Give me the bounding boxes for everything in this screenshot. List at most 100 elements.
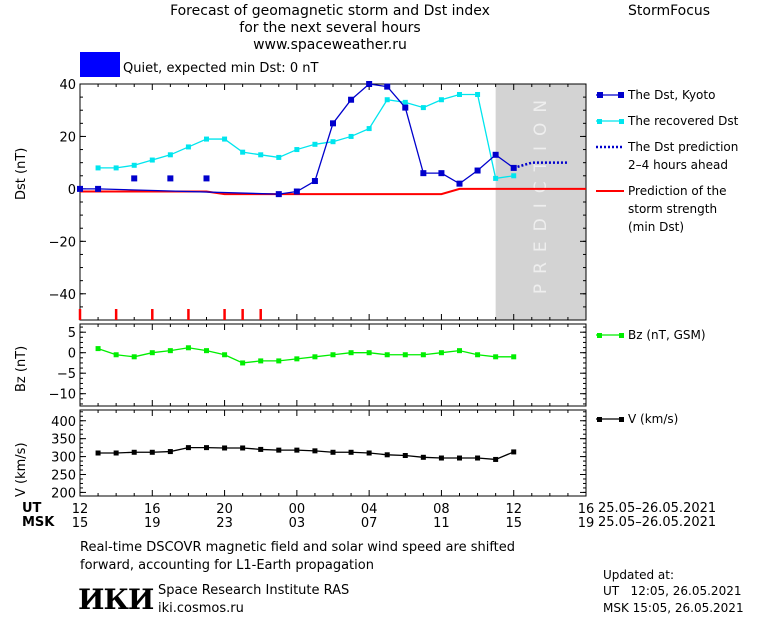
recovered-dst-point bbox=[330, 139, 336, 145]
v-point bbox=[348, 449, 354, 455]
ut-date: 25.05–26.05.2021 bbox=[598, 501, 717, 516]
recovered-dst-point bbox=[258, 152, 264, 158]
bz-point bbox=[366, 350, 372, 356]
legend-recovered-dst: The recovered Dst bbox=[628, 114, 739, 128]
bz-axis-label: Bz (nT) bbox=[14, 345, 29, 392]
legend-storm-strength-2: storm strength bbox=[628, 202, 718, 216]
v-ytick-label: 400 bbox=[51, 415, 76, 430]
bz-point bbox=[438, 350, 444, 356]
recovered-dst-point bbox=[312, 141, 318, 147]
v-point bbox=[384, 452, 390, 458]
ut-tick-label: 12 bbox=[505, 502, 522, 517]
legend-storm-strength-3: (min Dst) bbox=[628, 220, 685, 234]
website-link[interactable]: www.spaceweather.ru bbox=[253, 37, 407, 53]
msk-tick-label: 19 bbox=[578, 516, 595, 531]
msk-tick-label: 19 bbox=[144, 516, 161, 531]
recovered-dst-point bbox=[276, 154, 282, 160]
dst-kyoto-point bbox=[456, 180, 463, 187]
legend-recovered-marker bbox=[597, 119, 602, 124]
institute-site-link[interactable]: iki.cosmos.ru bbox=[158, 601, 244, 616]
bz-ytick-label: 5 bbox=[68, 326, 76, 341]
v-point bbox=[294, 447, 300, 453]
recovered-dst-point bbox=[240, 149, 246, 155]
bz-point bbox=[240, 360, 246, 366]
dst-kyoto-point bbox=[311, 178, 318, 185]
recovered-dst-point bbox=[457, 91, 462, 97]
v-line bbox=[98, 446, 514, 461]
legend-v-marker bbox=[597, 417, 602, 422]
v-point bbox=[222, 445, 228, 451]
bz-point bbox=[511, 354, 517, 360]
v-point bbox=[438, 455, 444, 461]
v-point bbox=[167, 449, 173, 455]
bz-point bbox=[493, 354, 499, 360]
ut-tick-label: 12 bbox=[72, 502, 89, 517]
recovered-dst-point bbox=[493, 175, 499, 181]
prediction-label: PREDICTION bbox=[531, 90, 551, 294]
bz-point bbox=[131, 354, 137, 360]
v-axis-label: V (km/s) bbox=[14, 442, 29, 497]
bz-point bbox=[294, 356, 300, 362]
footer-note-line1: Real-time DSCOVR magnetic field and sola… bbox=[80, 540, 516, 555]
bz-point bbox=[330, 352, 336, 358]
legend-bz-marker bbox=[597, 333, 602, 338]
recovered-dst-point bbox=[95, 165, 101, 171]
legend-dst-kyoto-marker bbox=[618, 92, 624, 98]
legend-bz-marker bbox=[619, 333, 624, 338]
recovered-dst-point bbox=[402, 99, 408, 105]
bz-point bbox=[113, 352, 119, 358]
updated-label: Updated at: bbox=[603, 568, 674, 582]
bz-point bbox=[149, 350, 155, 356]
bz-point bbox=[276, 358, 282, 364]
institute-name: Space Research Institute RAS bbox=[158, 583, 350, 598]
dst-ytick-label: 40 bbox=[59, 78, 76, 93]
legend-swatches bbox=[596, 92, 624, 422]
dst-kyoto-point bbox=[420, 170, 427, 177]
bz-point bbox=[475, 352, 481, 358]
v-point bbox=[366, 450, 372, 456]
recovered-dst-point bbox=[294, 147, 300, 153]
dst-kyoto-point bbox=[438, 170, 445, 177]
bz-point bbox=[95, 346, 101, 352]
dst-kyoto-point bbox=[275, 191, 282, 198]
dst-kyoto-point bbox=[384, 83, 391, 90]
recovered-dst-point bbox=[204, 136, 209, 142]
legend-dst-prediction-2: 2–4 hours ahead bbox=[628, 158, 728, 172]
legend-recovered-marker bbox=[619, 119, 624, 124]
dst-kyoto-point bbox=[330, 120, 336, 127]
recovered-dst-point bbox=[167, 152, 173, 158]
dst-kyoto-point bbox=[402, 104, 409, 111]
recovered-dst-point bbox=[384, 97, 390, 103]
bz-point bbox=[420, 352, 426, 358]
quiet-status-label: Quiet, expected min Dst: 0 nT bbox=[123, 61, 319, 76]
msk-tick-label: 07 bbox=[361, 516, 378, 531]
recovered-dst-point bbox=[185, 144, 191, 150]
recovered-dst-point bbox=[131, 162, 137, 168]
v-ytick-label: 300 bbox=[51, 451, 76, 466]
recovered-dst-point bbox=[348, 133, 354, 139]
v-point bbox=[258, 446, 264, 452]
dst-kyoto-point bbox=[474, 167, 481, 174]
v-panel: 400 350 300 250 200 bbox=[51, 409, 587, 501]
ut-label: UT bbox=[22, 501, 42, 516]
ut-tick-label: 08 bbox=[433, 502, 450, 517]
bz-panel: 5 0 −5 −10 bbox=[49, 323, 587, 407]
msk-tick-label: 03 bbox=[289, 516, 306, 531]
v-point bbox=[276, 447, 282, 453]
v-point bbox=[511, 449, 517, 455]
recovered-dst-point bbox=[366, 126, 372, 132]
dst-kyoto-point bbox=[95, 185, 102, 192]
v-point bbox=[457, 455, 462, 461]
v-point bbox=[185, 445, 191, 451]
bz-ytick-label: 0 bbox=[68, 347, 76, 362]
recovered-dst-line bbox=[98, 93, 514, 180]
updated-ut: UT 12:05, 26.05.2021 bbox=[603, 584, 742, 598]
v-point bbox=[95, 450, 101, 456]
footer-note-line2: forward, accounting for L1-Earth propaga… bbox=[80, 558, 374, 573]
dst-panel: PREDICTION 40 20 0 −20 −40 bbox=[49, 78, 587, 321]
dst-ytick-label: 20 bbox=[59, 130, 76, 145]
iki-logo: ИКИ bbox=[78, 583, 154, 616]
quiet-status-swatch bbox=[80, 52, 120, 77]
bz-point bbox=[402, 352, 408, 358]
